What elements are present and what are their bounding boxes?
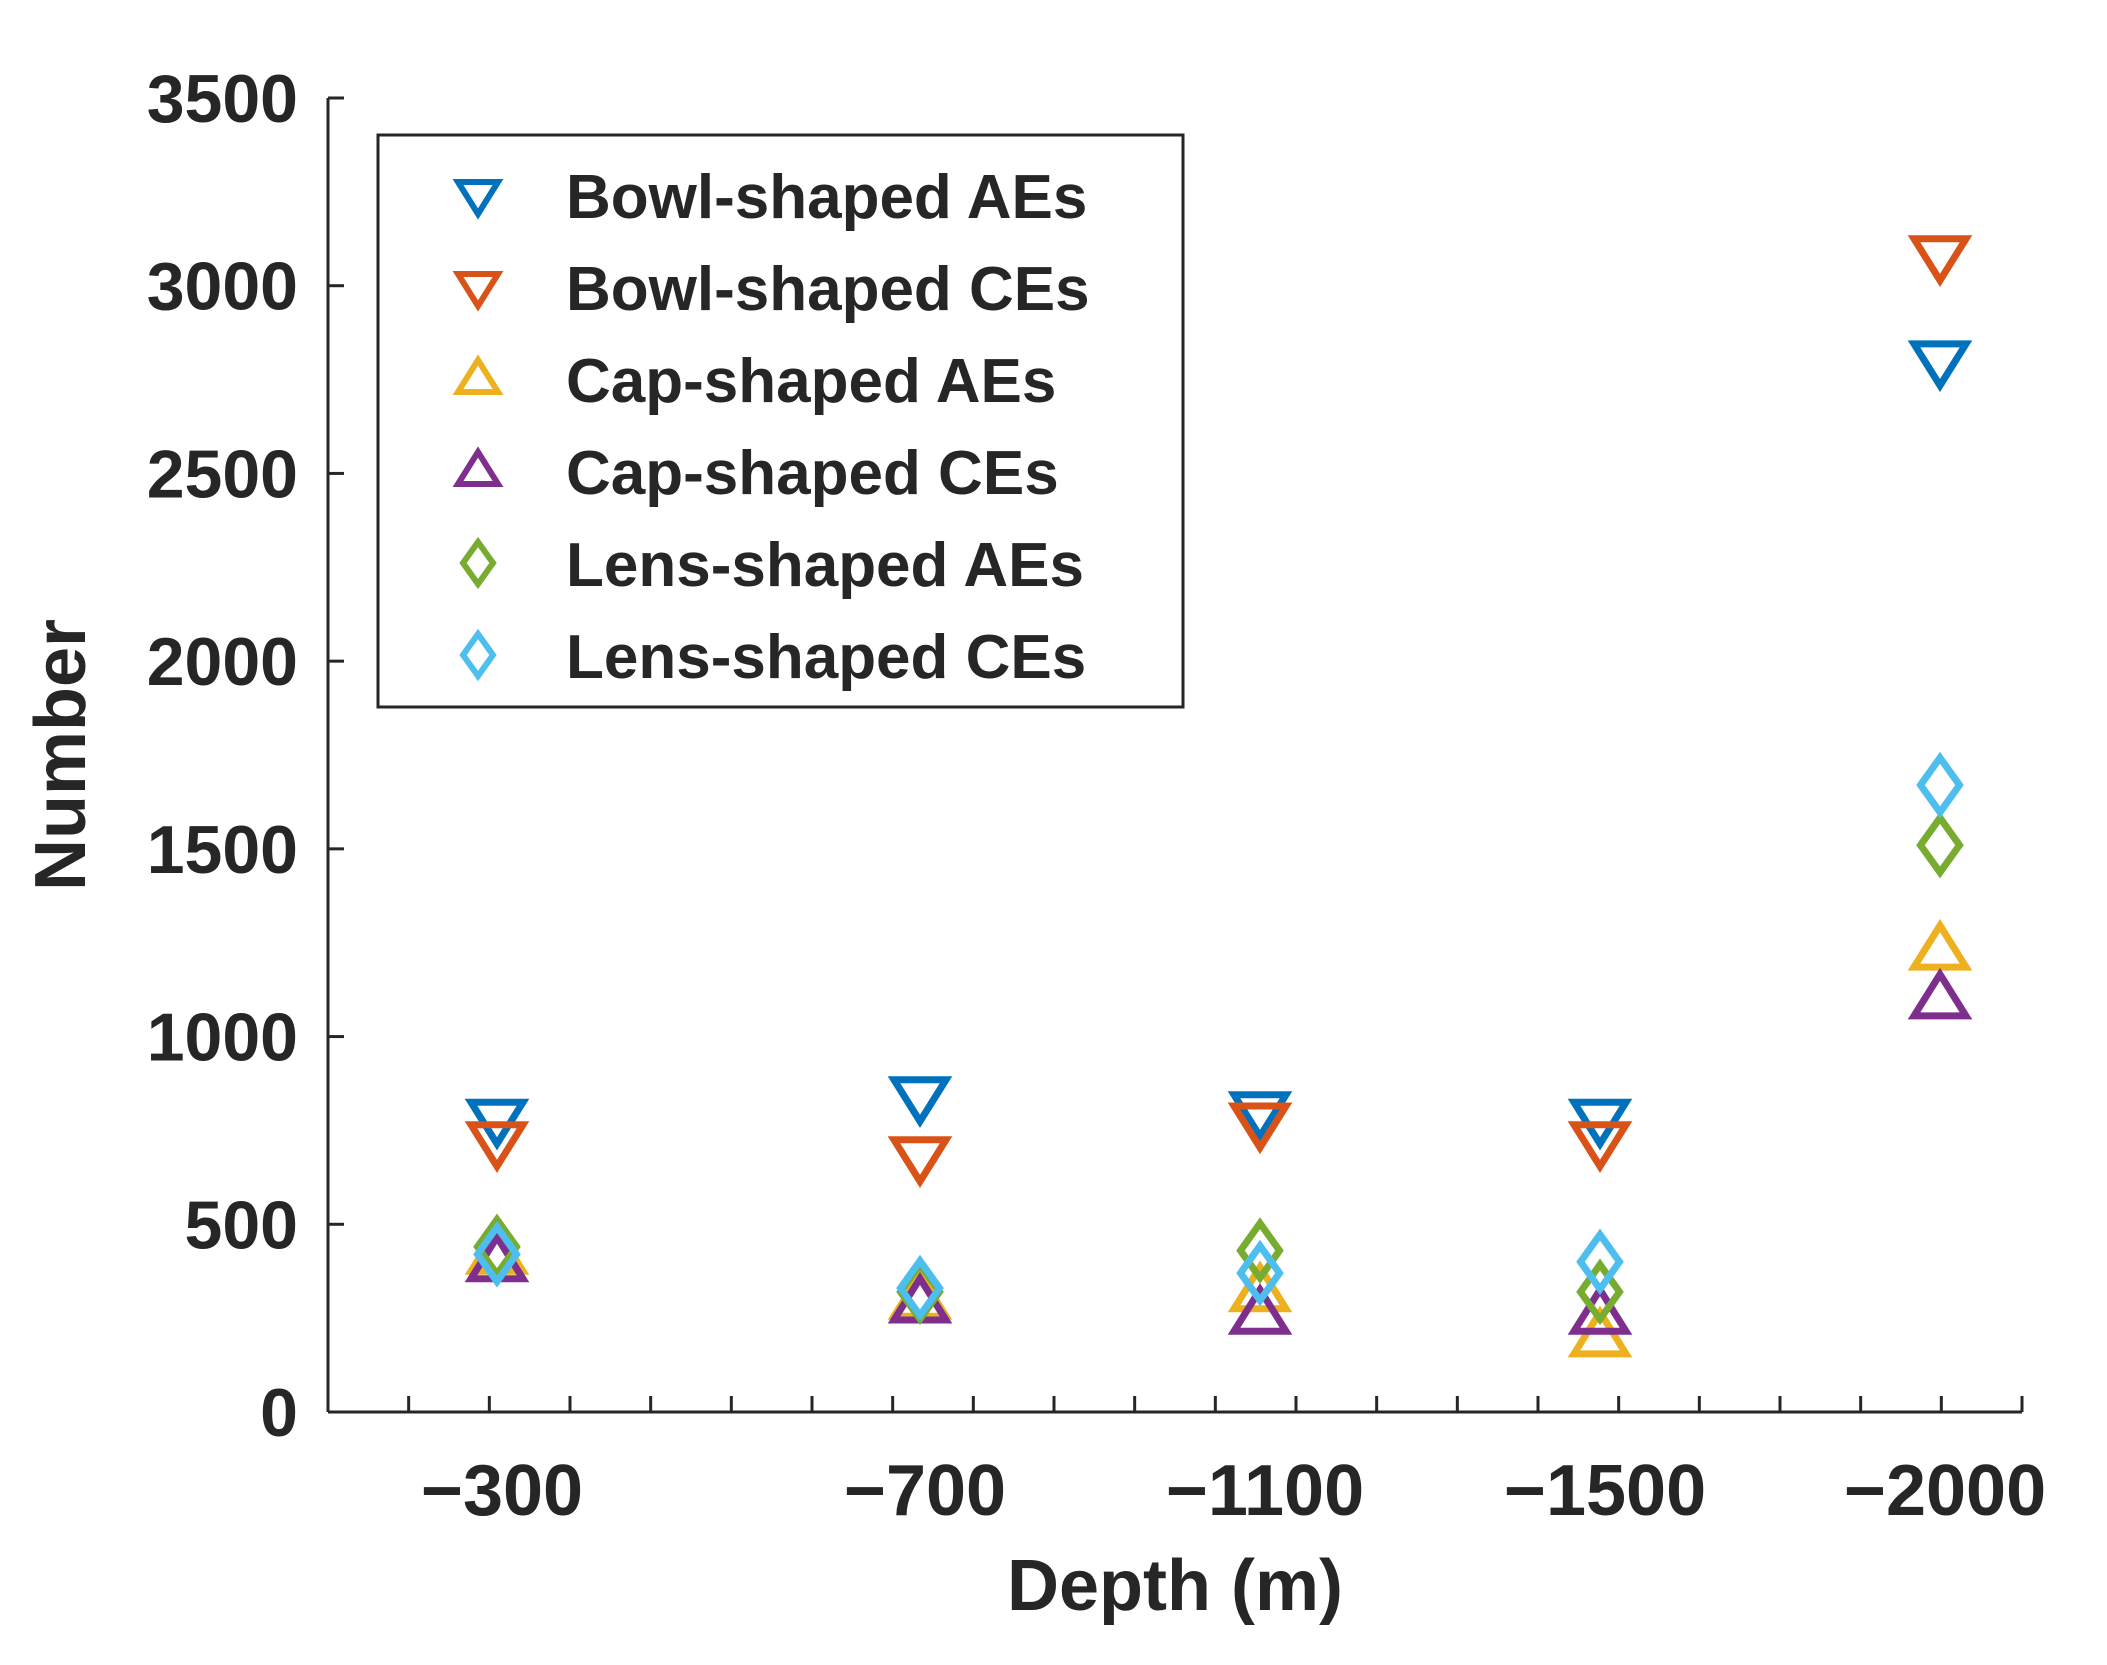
data-points [464, 235, 1973, 1358]
data-point [1907, 967, 1973, 1020]
data-point [1576, 1228, 1624, 1296]
y-tick-label: 3500 [147, 61, 298, 137]
data-point [1567, 1121, 1633, 1173]
axes [326, 96, 2024, 1414]
x-axis-label: Depth (m) [1007, 1546, 1343, 1626]
data-point [1907, 235, 1973, 287]
data-point [1236, 1239, 1284, 1307]
x-tick-label: −1100 [1166, 1451, 1364, 1531]
data-point [1907, 918, 1973, 971]
legend-label: Cap-shaped CEs [566, 439, 1059, 508]
y-tick-label: 0 [260, 1375, 298, 1451]
data-point [887, 1076, 953, 1128]
legend-marker [459, 536, 497, 590]
data-point [1227, 1102, 1293, 1155]
x-tick-label: −1500 [1504, 1451, 1706, 1531]
data-point [1227, 1091, 1293, 1143]
y-axis-label: Number [21, 619, 101, 891]
legend-label: Bowl-shaped CEs [566, 255, 1090, 324]
legend-box [376, 133, 1185, 709]
y-tick-label: 500 [185, 1187, 298, 1263]
y-tick-label: 2500 [147, 436, 298, 512]
data-point [1907, 340, 1973, 393]
x-tick-label: −300 [421, 1451, 583, 1531]
data-point [464, 1121, 530, 1173]
legend: Bowl-shaped AEs Bowl-shaped CEs Cap-shaped… [376, 133, 1185, 709]
legend-label: Lens-shaped AEs [566, 531, 1084, 600]
legend-label: Bowl-shaped AEs [566, 163, 1087, 232]
x-tick-label: −2000 [1844, 1451, 2046, 1531]
legend-marker [452, 179, 504, 220]
data-point [473, 1220, 521, 1288]
legend-marker [452, 354, 504, 395]
data-point [1227, 1283, 1293, 1335]
tick-labels: 0 500 1000 1500 2000 2500 3000 3500 −300 −700 −110… [147, 61, 2046, 1531]
data-point [896, 1254, 944, 1322]
y-tick-label: 2000 [147, 624, 298, 700]
data-point [1916, 811, 1964, 879]
data-point [1567, 1283, 1633, 1335]
data-point [473, 1213, 521, 1281]
legend-label: Lens-shaped CEs [566, 623, 1086, 692]
y-tick-label: 3000 [147, 249, 298, 325]
y-tick-label: 1500 [147, 812, 298, 888]
legend-label: Cap-shaped AEs [566, 347, 1056, 416]
data-point [1576, 1258, 1624, 1326]
data-point [1236, 1217, 1284, 1284]
legend-marker [452, 446, 504, 487]
x-tick-label: −700 [844, 1451, 1006, 1531]
data-point [1916, 751, 1964, 819]
y-tick-label: 1000 [147, 1000, 298, 1076]
legend-marker [452, 271, 504, 312]
data-point [887, 1136, 953, 1189]
legend-marker [459, 628, 497, 682]
